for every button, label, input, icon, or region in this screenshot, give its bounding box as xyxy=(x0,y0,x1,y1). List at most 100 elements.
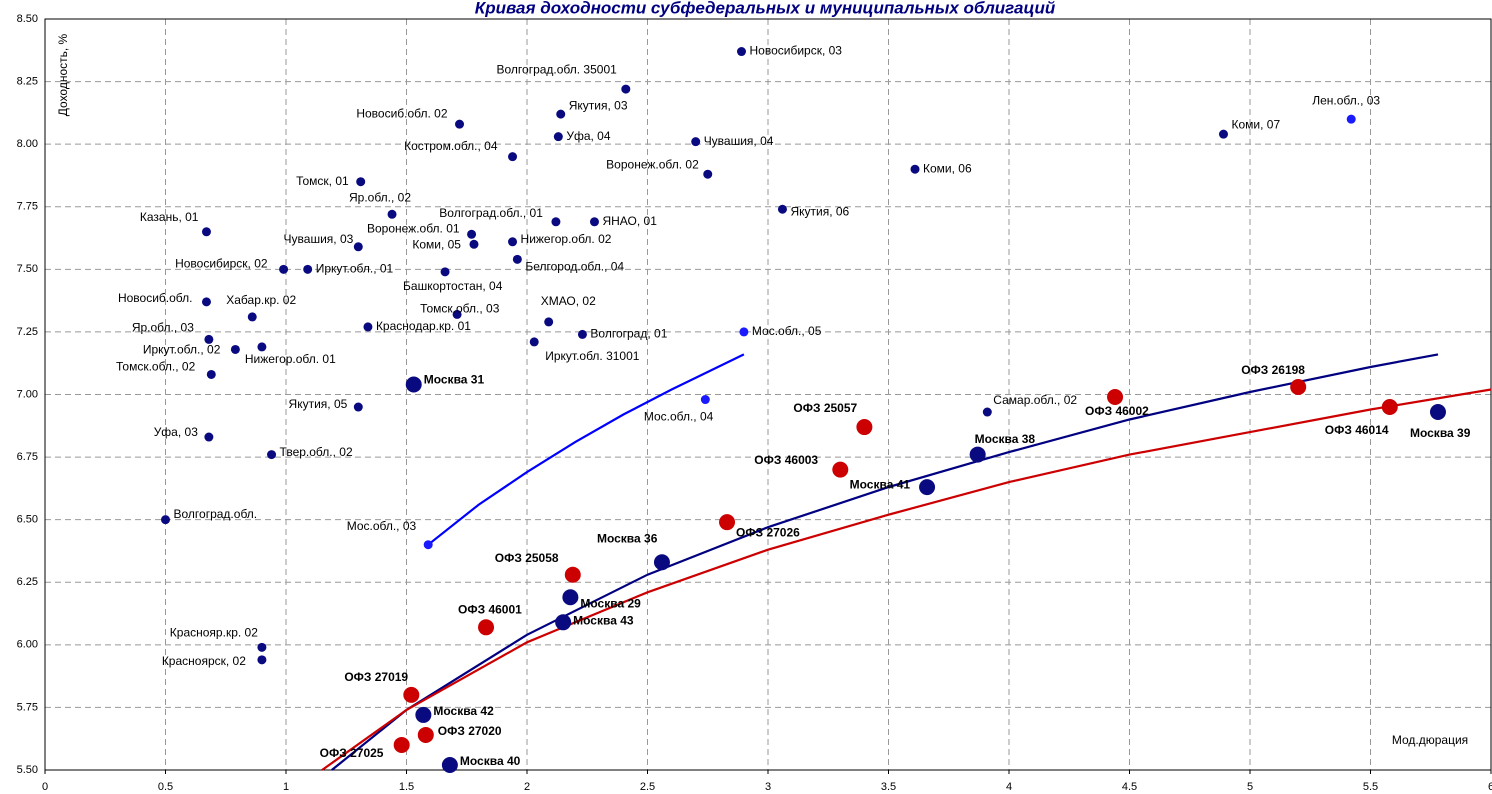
data-point xyxy=(969,446,986,463)
point-label: ОФЗ 27019 xyxy=(344,670,408,684)
point-label: ОФЗ 27026 xyxy=(736,525,800,539)
point-label: Новосиб.обл. 02 xyxy=(356,106,448,120)
point-label: Волгоград.обл. 35001 xyxy=(496,62,617,76)
data-point xyxy=(553,132,563,142)
data-point xyxy=(719,514,736,531)
data-point xyxy=(1218,129,1228,139)
point-label: ОФЗ 27020 xyxy=(438,724,502,738)
y-tick-label: 7.75 xyxy=(17,201,38,213)
data-point xyxy=(544,317,554,327)
point-label: Иркут.обл., 01 xyxy=(316,262,394,276)
y-tick-label: 6.75 xyxy=(17,451,38,463)
data-point xyxy=(387,209,397,219)
point-label: Москва 42 xyxy=(433,704,494,718)
point-label: Яр.обл., 03 xyxy=(132,321,194,335)
data-point xyxy=(856,419,873,436)
point-label: Коми, 05 xyxy=(412,237,461,251)
point-label: Красноярск, 02 xyxy=(162,654,246,668)
y-tick-label: 5.50 xyxy=(17,764,38,776)
point-label: ОФЗ 46003 xyxy=(754,453,818,467)
data-point xyxy=(564,566,581,583)
chart-title: Кривая доходности субфедеральных и муниц… xyxy=(475,0,1056,17)
data-point xyxy=(423,540,433,550)
x-axis-label: Мод.дюрация xyxy=(1392,733,1468,747)
point-label: Мос.обл., 04 xyxy=(644,410,714,424)
point-label: Якутия, 06 xyxy=(790,204,849,218)
point-label: Нижегор.обл. 02 xyxy=(521,232,612,246)
data-point xyxy=(739,327,749,337)
data-point xyxy=(736,47,746,57)
point-label: Томск, 01 xyxy=(296,174,349,188)
data-point xyxy=(201,227,211,237)
data-point xyxy=(469,239,479,249)
point-label: Новосибирск, 03 xyxy=(749,44,842,58)
point-label: Москва 29 xyxy=(580,596,641,610)
data-point xyxy=(1107,389,1124,406)
point-label: ОФЗ 46001 xyxy=(458,602,522,616)
point-label: Башкортостан, 04 xyxy=(403,279,503,293)
x-tick-label: 2 xyxy=(524,781,530,793)
point-label: ОФЗ 27025 xyxy=(320,746,384,760)
data-point xyxy=(441,756,458,773)
data-point xyxy=(1381,399,1398,416)
point-label: Якутия, 03 xyxy=(569,98,628,112)
trendline xyxy=(321,388,1492,771)
point-label: Коми, 06 xyxy=(923,161,972,175)
data-point xyxy=(777,204,787,214)
data-point xyxy=(653,554,670,571)
point-label: Москва 40 xyxy=(460,754,521,768)
data-point xyxy=(589,217,599,227)
y-tick-label: 6.25 xyxy=(17,576,38,588)
point-label: Уфа, 04 xyxy=(566,129,611,143)
point-label: Самар.обл., 02 xyxy=(993,393,1077,407)
point-label: Москва 39 xyxy=(1410,426,1471,440)
point-label: Воронеж.обл. 02 xyxy=(606,157,699,171)
x-tick-label: 2.5 xyxy=(640,781,655,793)
data-point xyxy=(982,407,992,417)
data-point xyxy=(1290,378,1307,395)
data-point xyxy=(403,686,420,703)
point-label: ОФЗ 25058 xyxy=(495,551,559,565)
data-point xyxy=(206,369,216,379)
data-point xyxy=(230,344,240,354)
x-tick-label: 6 xyxy=(1488,781,1492,793)
data-point xyxy=(455,119,465,129)
point-label: Волгоград, 01 xyxy=(590,327,667,341)
y-tick-label: 6.50 xyxy=(17,514,38,526)
data-point xyxy=(555,614,572,631)
data-point xyxy=(279,264,289,274)
point-label: Воронеж.обл. 01 xyxy=(367,221,460,235)
data-point xyxy=(467,229,477,239)
data-point xyxy=(577,329,587,339)
point-label: Новосибирск, 02 xyxy=(175,257,268,271)
y-tick-label: 7.00 xyxy=(17,388,38,400)
point-label: Москва 43 xyxy=(573,613,634,627)
y-tick-label: 8.25 xyxy=(17,75,38,87)
point-label: Мос.обл., 05 xyxy=(752,324,822,338)
x-tick-label: 3.5 xyxy=(881,781,896,793)
data-point xyxy=(303,264,313,274)
data-point xyxy=(556,109,566,119)
data-point xyxy=(508,152,518,162)
data-point xyxy=(452,309,462,319)
point-label: Чувашия, 04 xyxy=(704,134,774,148)
y-tick-label: 8.00 xyxy=(17,138,38,150)
data-point xyxy=(247,312,257,322)
plot-border xyxy=(44,18,1492,771)
data-point xyxy=(204,432,214,442)
x-tick-label: 0 xyxy=(42,781,48,793)
data-point xyxy=(551,217,561,227)
data-point xyxy=(691,137,701,147)
point-label: Костром.обл., 04 xyxy=(404,139,498,153)
point-label: Москва 31 xyxy=(424,373,485,387)
point-label: Нижегор.обл. 01 xyxy=(245,352,336,366)
data-point xyxy=(1429,404,1446,421)
trendline xyxy=(427,353,745,546)
data-point xyxy=(919,479,936,496)
point-label: Иркут.обл. 31001 xyxy=(545,349,640,363)
data-point xyxy=(621,84,631,94)
data-point xyxy=(267,450,277,460)
y-tick-label: 8.50 xyxy=(17,13,38,25)
point-label: Москва 41 xyxy=(850,477,911,491)
data-point xyxy=(257,342,267,352)
